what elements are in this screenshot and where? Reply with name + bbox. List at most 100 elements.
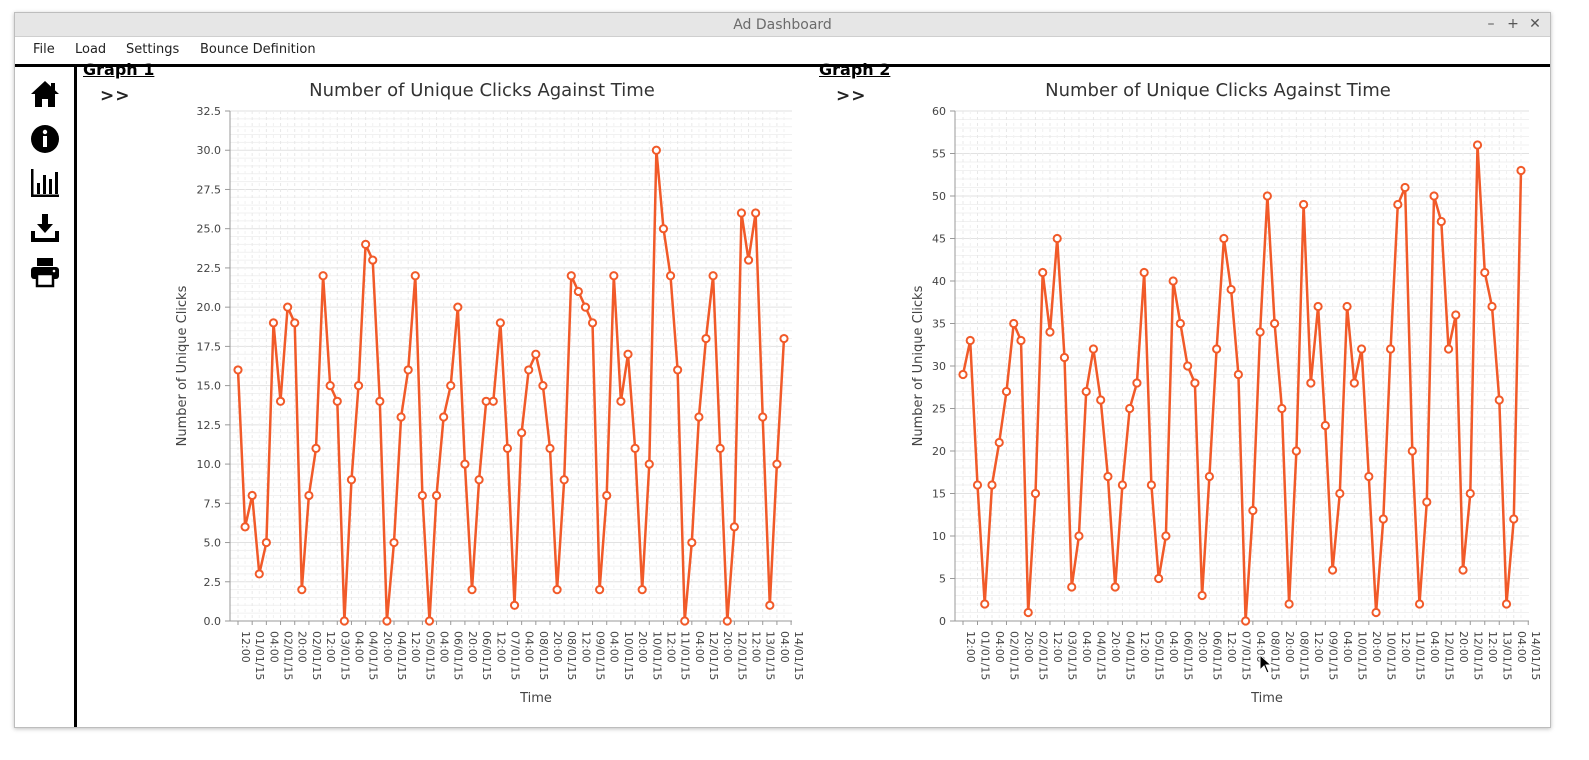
minimize-button[interactable]: –	[1487, 16, 1495, 32]
data-point	[987, 480, 997, 490]
data-point	[1212, 344, 1222, 354]
data-point	[701, 333, 711, 344]
data-point	[261, 537, 271, 548]
y-tick-label: 2.5	[204, 576, 222, 589]
x-tick-label: 12:00	[1138, 631, 1151, 663]
data-point	[417, 490, 427, 501]
data-point	[488, 396, 498, 406]
x-tick-label: 06/01/15	[1181, 631, 1194, 680]
data-point	[1356, 344, 1367, 354]
data-point	[290, 318, 300, 328]
x-tick-label: 12:00	[1312, 631, 1325, 663]
data-point	[1038, 267, 1048, 278]
x-tick-label: 10/01/15	[650, 631, 663, 680]
sidebar-divider	[74, 67, 77, 727]
download-icon[interactable]	[29, 212, 61, 244]
x-tick-label: 12/01/15	[707, 631, 720, 680]
data-point	[1298, 199, 1309, 210]
data-point	[736, 208, 747, 218]
menu-bar: File Load Settings Bounce Definition	[15, 37, 1550, 63]
data-point	[1023, 607, 1033, 618]
x-tick-label: 09/01/15	[594, 631, 607, 680]
x-tick-label: 20:00	[1196, 631, 1209, 663]
data-point	[1009, 318, 1019, 329]
data-point	[1371, 607, 1381, 618]
x-tick-label: 20:00	[1022, 631, 1035, 663]
printer-icon[interactable]	[29, 256, 61, 288]
data-point	[1291, 446, 1301, 456]
data-point	[1175, 318, 1186, 329]
x-tick-label: 04:00	[267, 631, 280, 663]
data-point	[502, 443, 513, 453]
window-title: Ad Dashboard	[733, 17, 832, 33]
data-point	[1378, 514, 1388, 524]
data-point	[1132, 378, 1142, 388]
data-point	[1096, 395, 1106, 405]
data-point	[1429, 191, 1439, 201]
x-tick-label: 04/01/15	[1123, 631, 1136, 680]
data-point	[474, 475, 484, 485]
y-tick-label: 32.5	[197, 105, 222, 118]
mouse-cursor-icon	[1259, 654, 1273, 674]
x-tick-label: 06/01/15	[480, 631, 493, 680]
menu-file[interactable]: File	[33, 42, 55, 57]
data-point	[680, 616, 690, 626]
data-point	[994, 437, 1004, 448]
x-tick-label: 07/01/15	[508, 631, 521, 680]
x-tick-label: 13/01/15	[1500, 631, 1513, 680]
data-point	[1197, 590, 1207, 601]
data-point	[630, 443, 640, 453]
data-point	[1306, 378, 1316, 388]
close-button[interactable]: ✕	[1529, 16, 1541, 32]
data-point	[958, 369, 968, 380]
data-point	[1045, 327, 1055, 337]
x-tick-label: 08/01/15	[1268, 631, 1281, 680]
home-icon[interactable]	[29, 78, 61, 110]
menu-settings[interactable]: Settings	[126, 42, 180, 57]
data-point	[772, 459, 782, 469]
data-point	[382, 616, 392, 626]
data-point	[1067, 582, 1077, 592]
x-tick-label: 04:00	[993, 631, 1006, 663]
data-point	[439, 412, 449, 422]
y-tick-label: 35	[932, 318, 946, 331]
data-point	[758, 412, 768, 422]
x-tick-label: 08/01/15	[537, 631, 550, 680]
data-point	[410, 271, 420, 281]
graph-2-expand-button[interactable]: >>	[836, 86, 867, 106]
x-tick-label: 04:00	[1515, 631, 1528, 663]
maximize-button[interactable]: +	[1507, 16, 1519, 32]
data-point	[587, 318, 598, 328]
x-tick-label: 10/01/15	[1355, 631, 1368, 680]
x-tick-label: 02/01/15	[1007, 631, 1020, 680]
data-point	[1277, 403, 1287, 414]
data-point	[552, 585, 562, 595]
x-tick-label: 20:00	[466, 631, 479, 663]
menu-divider	[15, 64, 1550, 67]
data-point	[715, 443, 725, 453]
data-point	[580, 302, 591, 312]
data-point	[538, 381, 548, 391]
info-icon[interactable]	[29, 123, 61, 155]
data-point	[1154, 573, 1164, 584]
y-tick-label: 5.0	[204, 537, 222, 550]
x-tick-label: 20:00	[1109, 631, 1122, 663]
menu-bounce-definition[interactable]: Bounce Definition	[200, 42, 316, 57]
x-tick-label: 04/01/15	[367, 631, 380, 680]
y-tick-label: 20.0	[197, 301, 222, 314]
data-point	[495, 318, 505, 328]
data-point	[240, 522, 250, 532]
data-point	[1364, 471, 1374, 482]
x-tick-label: 01/01/15	[253, 631, 266, 680]
x-tick-label: 12:00	[664, 631, 677, 663]
data-point	[375, 396, 385, 406]
x-tick-label: 04/01/15	[395, 631, 408, 680]
data-point	[1052, 233, 1062, 244]
y-tick-label: 25.0	[197, 223, 222, 236]
bar-chart-icon[interactable]	[29, 167, 61, 199]
menu-load[interactable]: Load	[75, 42, 107, 57]
x-tick-label: 04:00	[1080, 631, 1093, 663]
title-bar[interactable]: Ad Dashboard – + ✕	[15, 13, 1550, 37]
graph-1-expand-button[interactable]: >>	[100, 86, 131, 106]
data-point	[1117, 480, 1128, 490]
